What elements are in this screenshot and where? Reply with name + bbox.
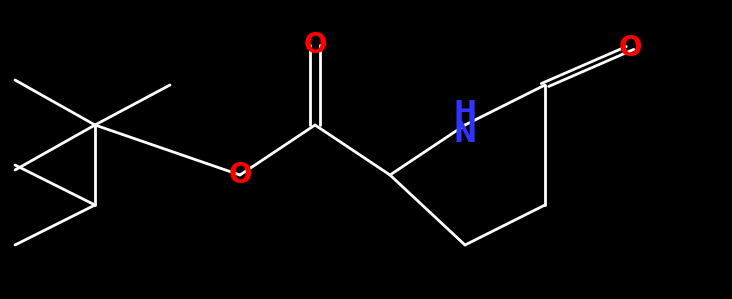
Text: O: O: [619, 34, 642, 62]
Text: O: O: [228, 161, 252, 189]
Text: N: N: [453, 120, 477, 148]
Text: H: H: [453, 99, 477, 127]
Text: O: O: [303, 31, 326, 59]
